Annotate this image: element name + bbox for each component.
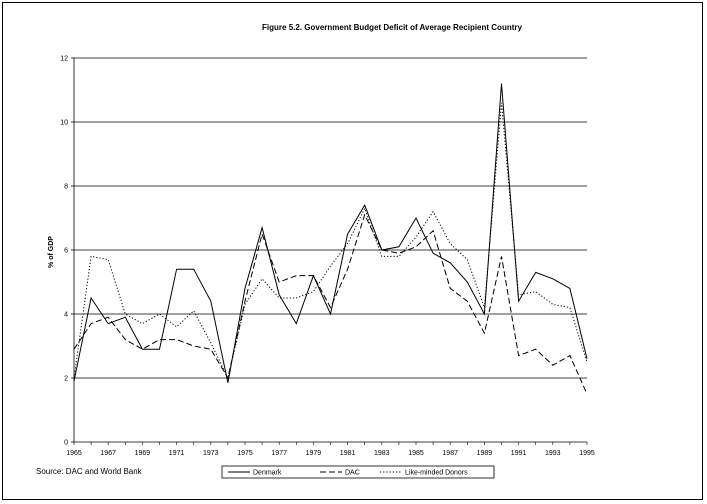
series-lines bbox=[73, 83, 588, 395]
y-tick-label: 4 bbox=[64, 312, 68, 319]
x-tick-label: 1989 bbox=[477, 450, 493, 457]
x-tick-label: 1987 bbox=[442, 450, 458, 457]
x-tick-label: 1965 bbox=[66, 450, 82, 457]
y-tick-label: 10 bbox=[60, 120, 68, 127]
y-tick-label: 0 bbox=[64, 440, 68, 447]
chart-title: Figure 5.2. Government Budget Deficit of… bbox=[262, 23, 522, 32]
y-tick-labels: 0 2 4 6 8 10 12 bbox=[60, 56, 68, 447]
x-tick-label: 1983 bbox=[374, 450, 390, 457]
y-tick-label: 6 bbox=[64, 248, 68, 255]
x-tick-label: 1969 bbox=[135, 450, 151, 457]
y-tick-label: 12 bbox=[60, 56, 68, 63]
x-tick-label: 1985 bbox=[408, 450, 424, 457]
x-tick-label: 1977 bbox=[271, 450, 287, 457]
series-line-like-minded-donors bbox=[73, 102, 588, 380]
x-tick-label: 1981 bbox=[340, 450, 356, 457]
gridlines bbox=[74, 57, 587, 379]
x-tick-label: 1991 bbox=[511, 450, 527, 457]
y-axis-label: % of GDP bbox=[48, 236, 55, 268]
axes bbox=[71, 57, 588, 445]
series-line-denmark bbox=[73, 83, 588, 383]
legend-label: DAC bbox=[345, 470, 360, 477]
x-tick-labels: 1965 1967 1969 1971 1973 1975 1977 1979 1981 1983… bbox=[66, 450, 595, 457]
legend: Denmark DAC Like-minded Donors bbox=[221, 465, 495, 479]
x-tick-label: 1993 bbox=[545, 450, 561, 457]
x-tick-label: 1967 bbox=[100, 450, 116, 457]
x-tick-label: 1973 bbox=[203, 450, 219, 457]
chart-frame bbox=[2, 2, 703, 500]
source-note: Source: DAC and World Bank bbox=[36, 467, 143, 476]
y-tick-label: 8 bbox=[64, 184, 68, 191]
legend-label: Denmark bbox=[253, 470, 282, 477]
x-tick-label: 1971 bbox=[169, 450, 185, 457]
legend-box bbox=[221, 465, 495, 479]
x-tick-label: 1995 bbox=[579, 450, 595, 457]
series-line-dac bbox=[73, 213, 588, 395]
x-tick-label: 1975 bbox=[237, 450, 253, 457]
y-tick-label: 2 bbox=[64, 376, 68, 383]
x-tick-label: 1979 bbox=[306, 450, 322, 457]
legend-label: Like-minded Donors bbox=[405, 470, 468, 477]
